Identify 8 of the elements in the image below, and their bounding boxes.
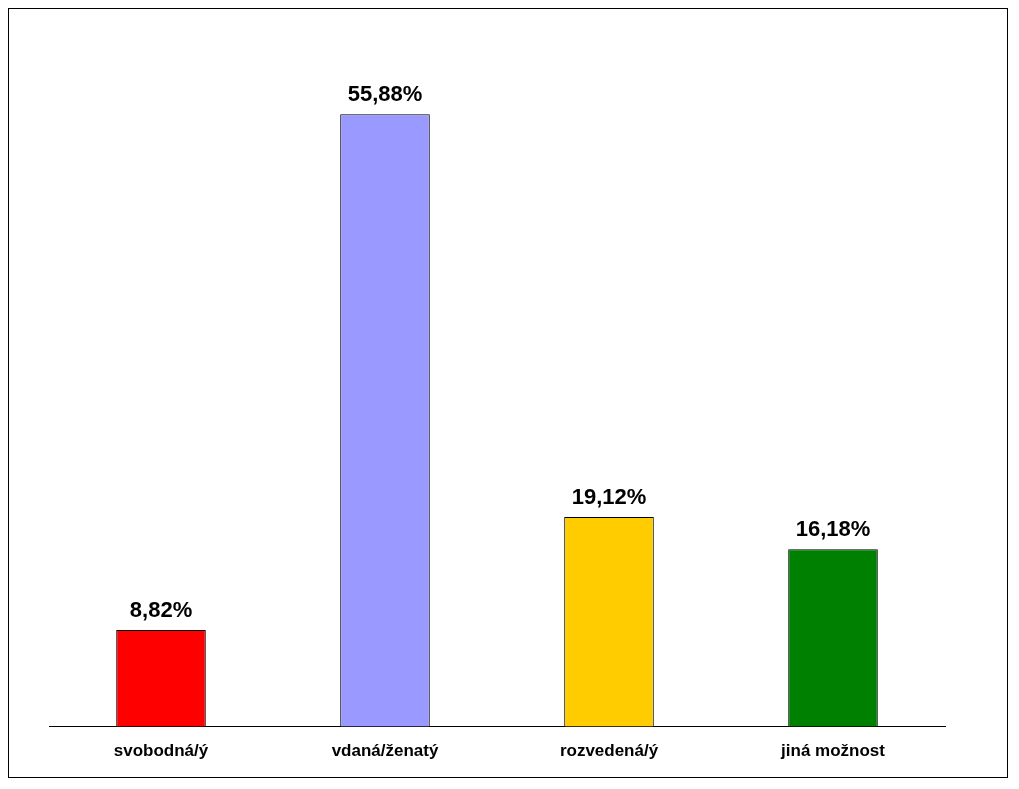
data-label: 16,18%: [795, 516, 871, 542]
x-tick-label: rozvedená/ý: [559, 741, 659, 761]
x-tick-label: jiná možnost: [780, 741, 886, 761]
x-tick-label: vdaná/ženatý: [331, 741, 439, 761]
data-label: 8,82%: [129, 597, 193, 622]
data-label: 19,12%: [571, 484, 647, 510]
x-tick-label: svobodná/ý: [113, 741, 209, 761]
data-label: 55,88%: [347, 81, 423, 107]
